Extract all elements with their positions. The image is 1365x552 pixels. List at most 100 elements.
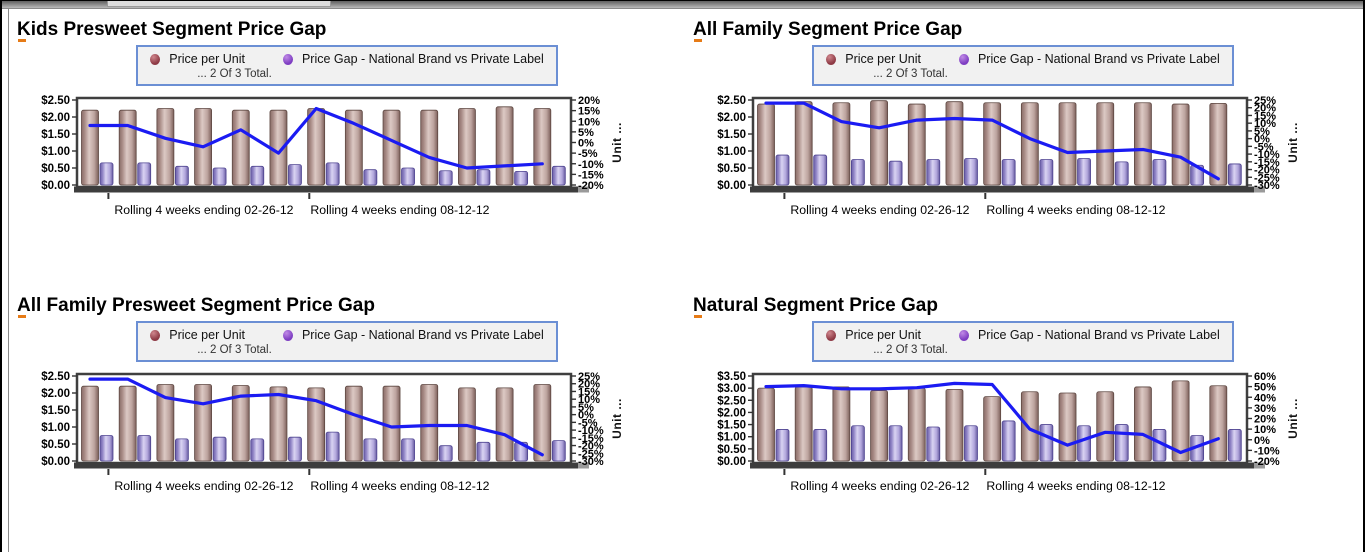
price-gap-bar bbox=[476, 441, 491, 462]
price-gap-legend-icon bbox=[282, 53, 293, 65]
price-gap-bar bbox=[775, 154, 790, 186]
price-gap-bar bbox=[551, 440, 566, 462]
right-axis-tick-label: 20% bbox=[1254, 414, 1276, 426]
price-gap-bar bbox=[363, 438, 378, 462]
right-axis-tick-label: 40% bbox=[1254, 392, 1276, 404]
legend: Price per Unit Price Gap - National Bran… bbox=[136, 321, 558, 362]
price-gap-bar bbox=[1077, 425, 1091, 462]
price-per-unit-bar bbox=[832, 386, 851, 462]
price-gap-bar bbox=[1227, 429, 1242, 462]
window-top-fragment bbox=[107, 1, 331, 7]
price-per-unit-bar bbox=[81, 385, 99, 462]
right-axis-tick-label: -30% bbox=[578, 456, 604, 468]
price-gap-bar bbox=[476, 169, 491, 186]
x-axis-band bbox=[750, 186, 1254, 193]
price-per-unit-bar bbox=[1096, 102, 1115, 186]
price-gap-bar bbox=[1077, 158, 1091, 186]
price-gap-bar bbox=[888, 160, 903, 186]
price-per-unit-bar bbox=[1058, 392, 1077, 462]
right-axis-tick-label: -20% bbox=[578, 180, 604, 192]
right-axis-tick-label: -25% bbox=[578, 448, 604, 460]
price-per-unit-bar bbox=[307, 108, 326, 186]
x-axis-label: Rolling 4 weeks ending 08-12-12 bbox=[986, 203, 1165, 217]
price-per-unit-bar bbox=[458, 108, 476, 186]
price-gap-line bbox=[88, 377, 544, 457]
price-per-unit-bar bbox=[1058, 102, 1077, 186]
right-axis-tick-label: -5% bbox=[578, 148, 598, 160]
price-per-unit-bar bbox=[794, 101, 813, 186]
price-per-unit-legend-icon bbox=[150, 329, 161, 341]
price-per-unit-legend-icon bbox=[826, 53, 837, 65]
right-axis-tick-label: 30% bbox=[1254, 403, 1276, 415]
price-per-unit-bar bbox=[307, 387, 326, 462]
left-axis-tick-label: $0.00 bbox=[41, 180, 70, 192]
right-axis-tick-label: 0% bbox=[1254, 435, 1270, 447]
price-per-unit-bar bbox=[344, 385, 363, 462]
chart-canvas: $3.50$3.00$2.50$2.00$1.50$1.00$0.50$0.00… bbox=[717, 371, 1300, 493]
legend-note: ... 2 Of 3 Total. bbox=[873, 68, 948, 80]
price-per-unit-bar bbox=[118, 109, 137, 186]
price-gap-bar bbox=[926, 426, 941, 462]
right-axis-tick-label: 0% bbox=[1254, 134, 1270, 146]
price-per-unit-bar bbox=[420, 384, 439, 462]
price-gap-legend-icon bbox=[958, 329, 969, 341]
price-gap-legend-icon bbox=[958, 53, 969, 65]
price-per-unit-bar bbox=[533, 384, 552, 462]
price-per-unit-bar bbox=[1134, 386, 1152, 462]
price-per-unit-bar bbox=[269, 386, 288, 462]
price-per-unit-bar bbox=[1096, 391, 1115, 462]
price-gap-bar bbox=[99, 162, 114, 186]
price-gap-bar bbox=[288, 164, 302, 186]
price-per-unit-bar bbox=[1209, 385, 1228, 462]
plot-area: $2.50 $2.00 $1.50 $1.00 $0.50 $0.00 25% 20% 15% 1… bbox=[693, 90, 1361, 233]
right-axis-tick-label: -20% bbox=[578, 441, 604, 453]
right-axis-tick-label: 5% bbox=[578, 127, 594, 139]
price-per-unit-bar bbox=[945, 101, 964, 186]
price-gap-bar bbox=[813, 429, 828, 462]
price-gap-bar bbox=[964, 425, 978, 462]
legend-label-price-gap: Price Gap - National Brand vs Private La… bbox=[977, 52, 1220, 66]
chart-title-text: All Family Segment Price Gap bbox=[693, 19, 963, 40]
price-gap-bar bbox=[1001, 420, 1016, 462]
legend-note: ... 2 Of 3 Total. bbox=[873, 344, 948, 356]
price-per-unit-bar bbox=[983, 396, 1002, 462]
legend-label-price-per-unit: Price per Unit bbox=[169, 52, 245, 66]
price-gap-bar bbox=[1114, 161, 1129, 186]
price-gap-bar bbox=[137, 162, 152, 186]
spellcheck-mark bbox=[694, 315, 702, 318]
x-axis-band-shadow bbox=[578, 462, 589, 469]
price-gap-bar bbox=[174, 438, 189, 462]
price-gap-bar bbox=[775, 429, 790, 462]
left-axis-tick-label: $0.00 bbox=[41, 456, 70, 468]
window-top-edge bbox=[2, 1, 1363, 9]
right-axis-tick-label: 5% bbox=[578, 402, 594, 414]
price-per-unit-bar bbox=[945, 388, 964, 462]
price-gap-bar bbox=[813, 154, 828, 186]
spellcheck-mark bbox=[694, 39, 702, 42]
price-per-unit-bar bbox=[231, 385, 250, 462]
right-axis-tick-label: 25% bbox=[1254, 95, 1276, 107]
right-axis-tick-label: 20% bbox=[1254, 103, 1276, 115]
x-axis-label: Rolling 4 weeks ending 02-26-12 bbox=[114, 203, 293, 217]
left-axis-tick-label: $1.00 bbox=[717, 146, 746, 158]
legend: Price per Unit Price Gap - National Bran… bbox=[136, 45, 558, 86]
legend: Price per Unit Price Gap - National Bran… bbox=[812, 45, 1234, 86]
right-axis-title: Unit ... bbox=[610, 398, 624, 439]
price-per-unit-bar bbox=[757, 387, 775, 462]
price-gap-bar bbox=[850, 159, 865, 186]
price-per-unit-bar bbox=[1209, 102, 1228, 186]
right-axis-tick-label: 10% bbox=[1254, 424, 1276, 436]
price-gap-bar bbox=[250, 438, 265, 462]
right-axis-tick-label: -5% bbox=[578, 417, 598, 429]
price-gap-bar bbox=[137, 435, 152, 462]
price-gap-line bbox=[764, 101, 1220, 181]
price-gap-bar bbox=[325, 162, 340, 186]
right-axis-tick-label: 50% bbox=[1254, 382, 1276, 394]
price-gap-bar bbox=[1039, 159, 1054, 186]
right-axis-title: Unit ... bbox=[1286, 122, 1300, 163]
right-axis-tick-label: -20% bbox=[1254, 165, 1280, 177]
x-axis-band bbox=[74, 186, 578, 193]
right-axis-tick-label: -15% bbox=[578, 169, 604, 181]
price-per-unit-bar bbox=[1020, 102, 1039, 186]
